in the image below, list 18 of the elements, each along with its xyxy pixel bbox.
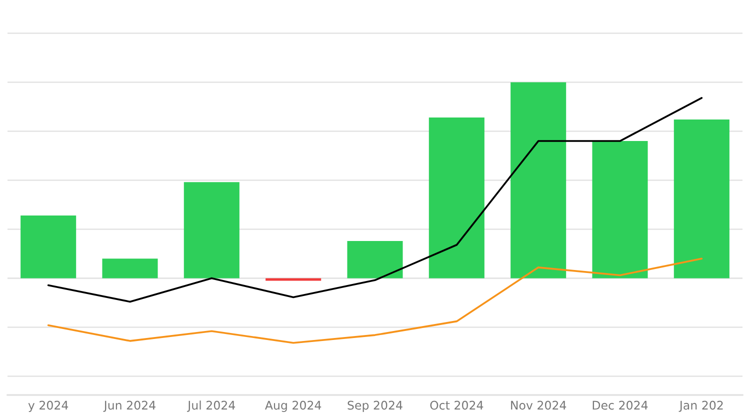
x-tick-label: Jul 2024	[187, 400, 236, 412]
x-tick-label: Sep 2024	[348, 400, 402, 412]
bar	[184, 182, 240, 278]
bar	[592, 141, 648, 278]
x-tick-label: Aug 2024	[265, 400, 322, 412]
x-tick-label: Jan 202	[678, 400, 723, 412]
bar	[102, 258, 158, 278]
bar	[428, 118, 484, 278]
bar	[266, 278, 322, 281]
x-tick-label: Jun 2024	[103, 400, 156, 412]
bar	[674, 119, 730, 278]
bar	[20, 215, 76, 278]
x-tick-label: Nov 2024	[511, 400, 566, 410]
bar	[347, 240, 403, 278]
x-tick-label: Oct 2024	[430, 400, 484, 410]
bar	[510, 82, 566, 278]
x-tick-label: Dec 2024	[592, 400, 648, 410]
x-tick-label: y 2024	[28, 400, 68, 412]
